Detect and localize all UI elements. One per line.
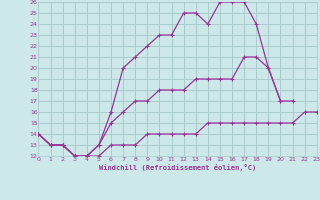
X-axis label: Windchill (Refroidissement éolien,°C): Windchill (Refroidissement éolien,°C): [99, 164, 256, 171]
